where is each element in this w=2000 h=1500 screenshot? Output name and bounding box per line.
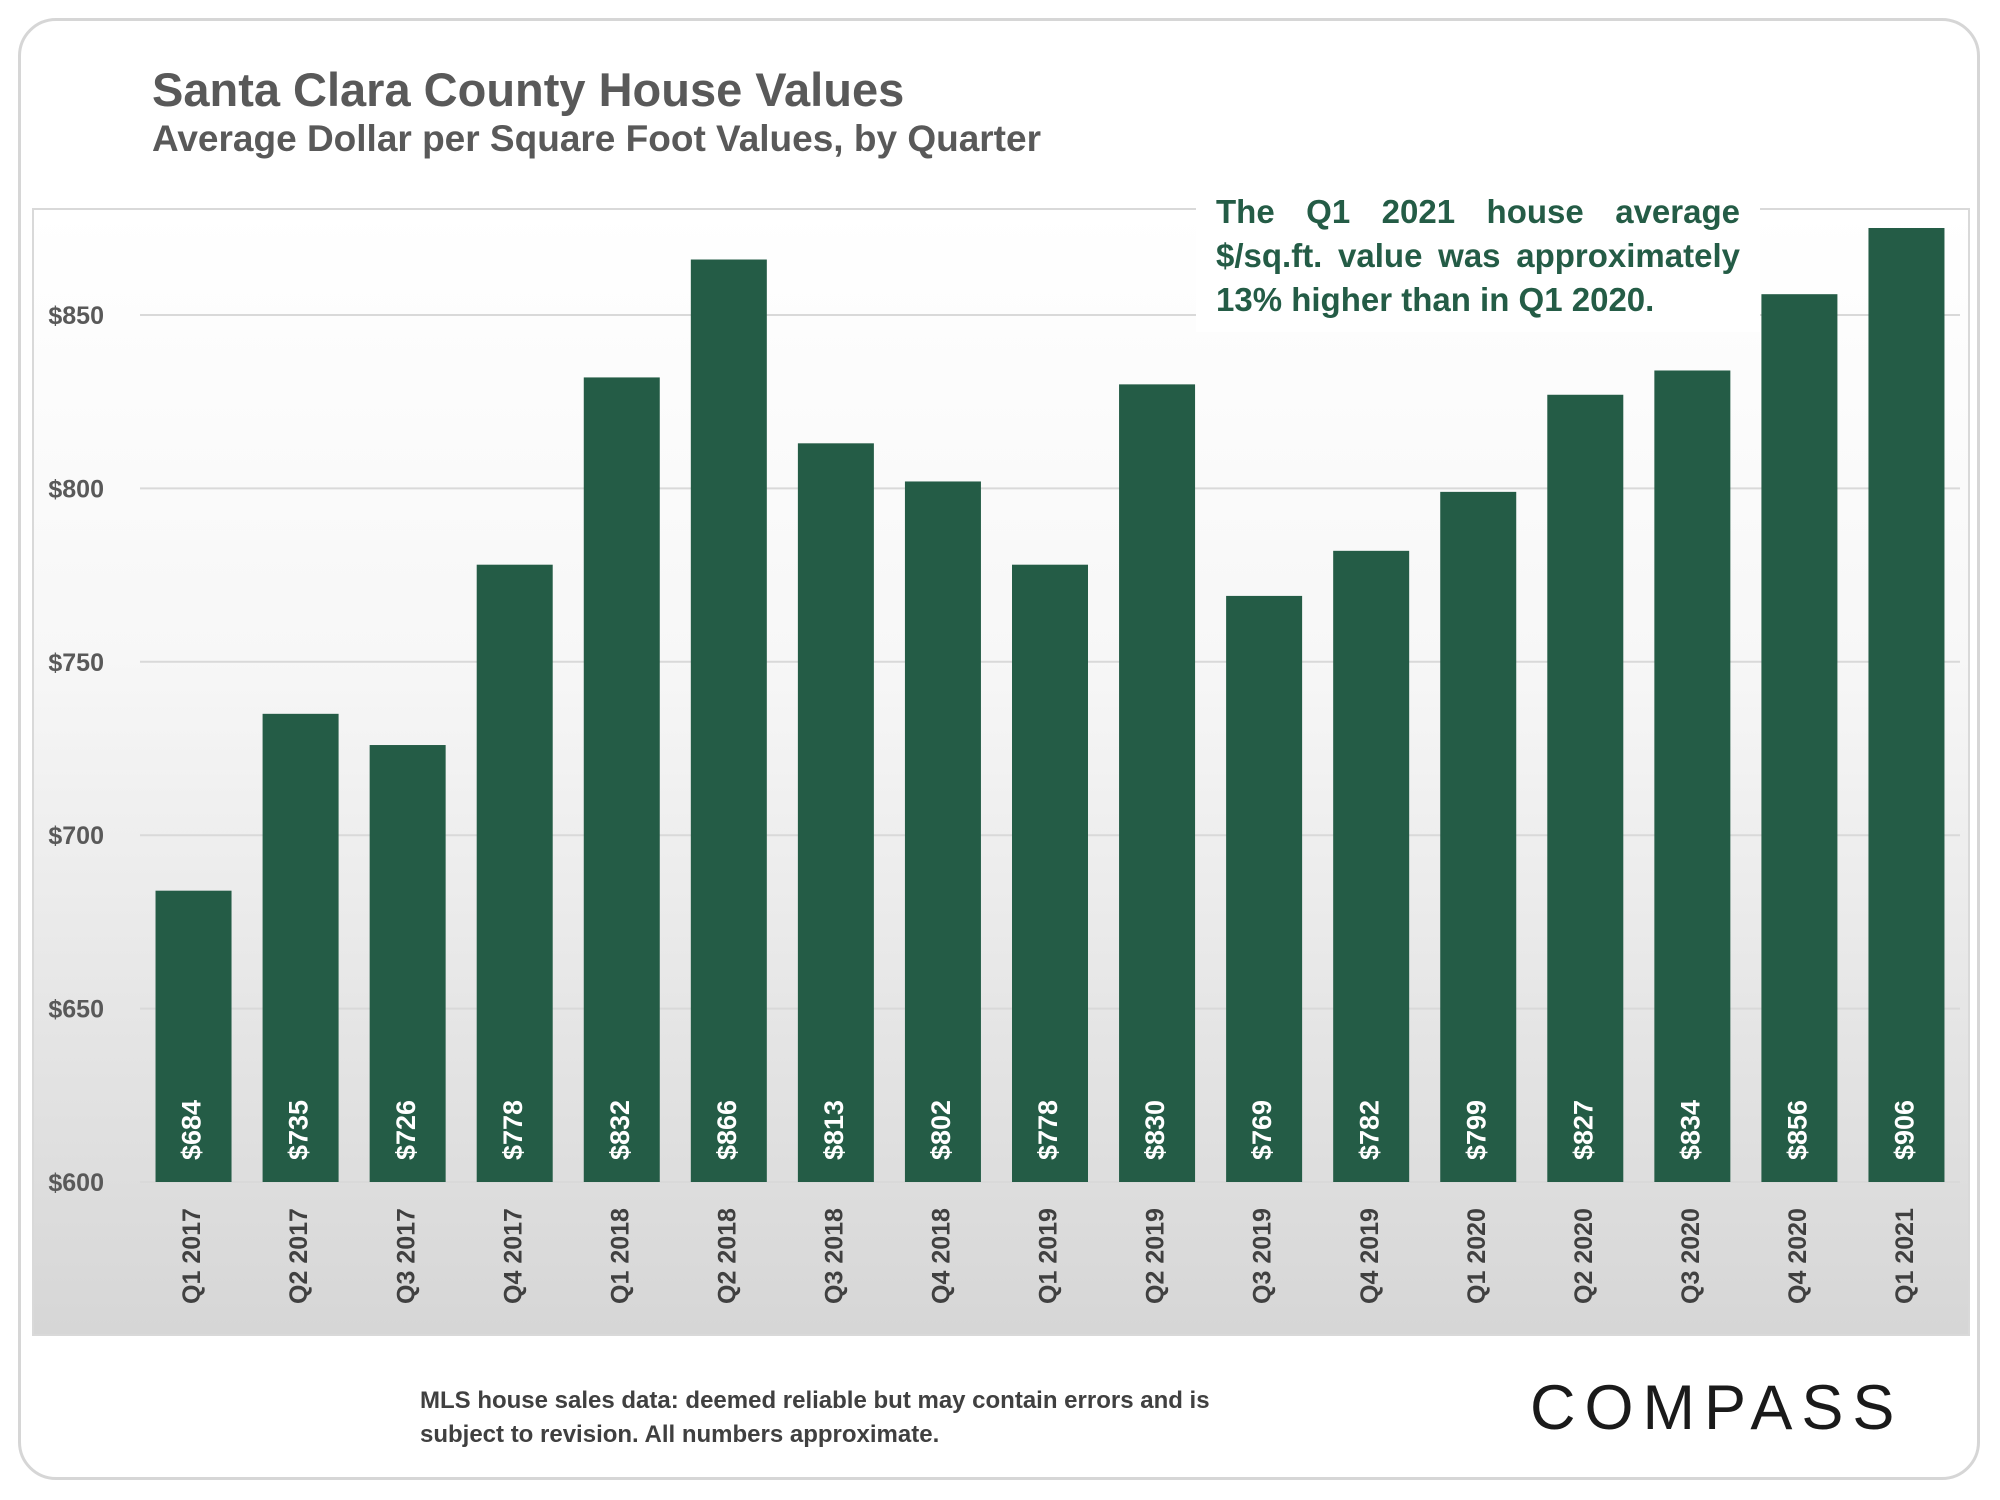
- bar-data-label: $856: [1783, 1100, 1813, 1160]
- bar-data-label: $834: [1675, 1100, 1705, 1160]
- x-tick-label: Q1 2017: [178, 1208, 206, 1304]
- y-tick-label: $600: [48, 1169, 104, 1197]
- bar-data-label: $726: [391, 1100, 421, 1160]
- x-tick-label: Q3 2017: [392, 1208, 420, 1304]
- x-tick-label: Q4 2019: [1356, 1208, 1384, 1304]
- bar: [476, 564, 553, 1182]
- y-tick-label: $700: [48, 822, 104, 850]
- bar-data-label: $827: [1568, 1100, 1598, 1160]
- bar-data-label: $782: [1354, 1100, 1384, 1160]
- bar: [1654, 370, 1731, 1182]
- bar: [1547, 394, 1624, 1182]
- x-tick-label: Q2 2017: [285, 1208, 313, 1304]
- bar-data-label: $684: [177, 1100, 207, 1160]
- x-tick-label: Q3 2018: [820, 1208, 848, 1304]
- x-tick-label: Q1 2018: [606, 1208, 634, 1304]
- footnote: MLS house sales data: deemed reliable bu…: [420, 1384, 1240, 1452]
- bar-data-label: $830: [1140, 1100, 1170, 1160]
- bar: [1440, 491, 1517, 1182]
- x-tick-label: Q2 2018: [713, 1208, 741, 1304]
- chart-title: Santa Clara County House Values: [152, 63, 905, 116]
- x-tick-label: Q1 2019: [1035, 1208, 1063, 1304]
- footnote-line-1: MLS house sales data: deemed reliable bu…: [420, 1387, 1210, 1414]
- bar: [690, 259, 767, 1183]
- bar-data-label: $832: [605, 1100, 635, 1160]
- bar: [1012, 564, 1088, 1182]
- bar: [797, 443, 874, 1182]
- bar-data-label: $906: [1890, 1100, 1920, 1160]
- bar: [1226, 595, 1303, 1182]
- x-tick-label: Q4 2017: [499, 1208, 527, 1304]
- chart-subtitle: Average Dollar per Square Foot Values, b…: [152, 118, 1041, 159]
- bar-data-label: $866: [712, 1100, 742, 1160]
- bar-data-label: $769: [1247, 1100, 1277, 1160]
- y-tick-label: $650: [48, 996, 104, 1024]
- bar: [262, 713, 339, 1182]
- x-tick-label: Q4 2020: [1784, 1208, 1812, 1304]
- annotation-box: The Q1 2021 house average $/sq.ft. value…: [1196, 186, 1760, 332]
- x-tick-label: Q4 2018: [928, 1208, 956, 1304]
- bar: [904, 481, 981, 1182]
- bar: [369, 745, 446, 1182]
- x-tick-label: Q3 2019: [1249, 1208, 1277, 1304]
- bar: [583, 377, 660, 1182]
- footnote-line-2: subject to revision. All numbers approxi…: [420, 1421, 940, 1448]
- bar-data-label: $813: [819, 1100, 849, 1160]
- bar-data-label: $802: [926, 1100, 956, 1160]
- compass-logo: COMPASS: [1530, 1373, 1904, 1443]
- y-tick-label: $750: [48, 649, 104, 677]
- bar-data-label: $778: [498, 1100, 528, 1160]
- bar: [1761, 294, 1838, 1182]
- y-tick-label: $850: [48, 302, 104, 330]
- x-tick-label: Q1 2021: [1891, 1208, 1919, 1304]
- plot-area: [32, 208, 1970, 1336]
- x-tick-label: Q1 2020: [1463, 1208, 1491, 1304]
- bar-data-label: $735: [284, 1100, 314, 1160]
- bar: [1119, 384, 1196, 1182]
- y-tick-label: $800: [48, 475, 104, 503]
- x-tick-label: Q3 2020: [1677, 1208, 1705, 1304]
- x-tick-label: Q2 2020: [1570, 1208, 1598, 1304]
- bar-data-label: $799: [1461, 1100, 1491, 1160]
- x-tick-label: Q2 2019: [1142, 1208, 1170, 1304]
- bar: [1333, 550, 1410, 1182]
- bar-data-label: $778: [1033, 1100, 1063, 1160]
- bar: [1868, 228, 1945, 1182]
- bar: [155, 890, 232, 1182]
